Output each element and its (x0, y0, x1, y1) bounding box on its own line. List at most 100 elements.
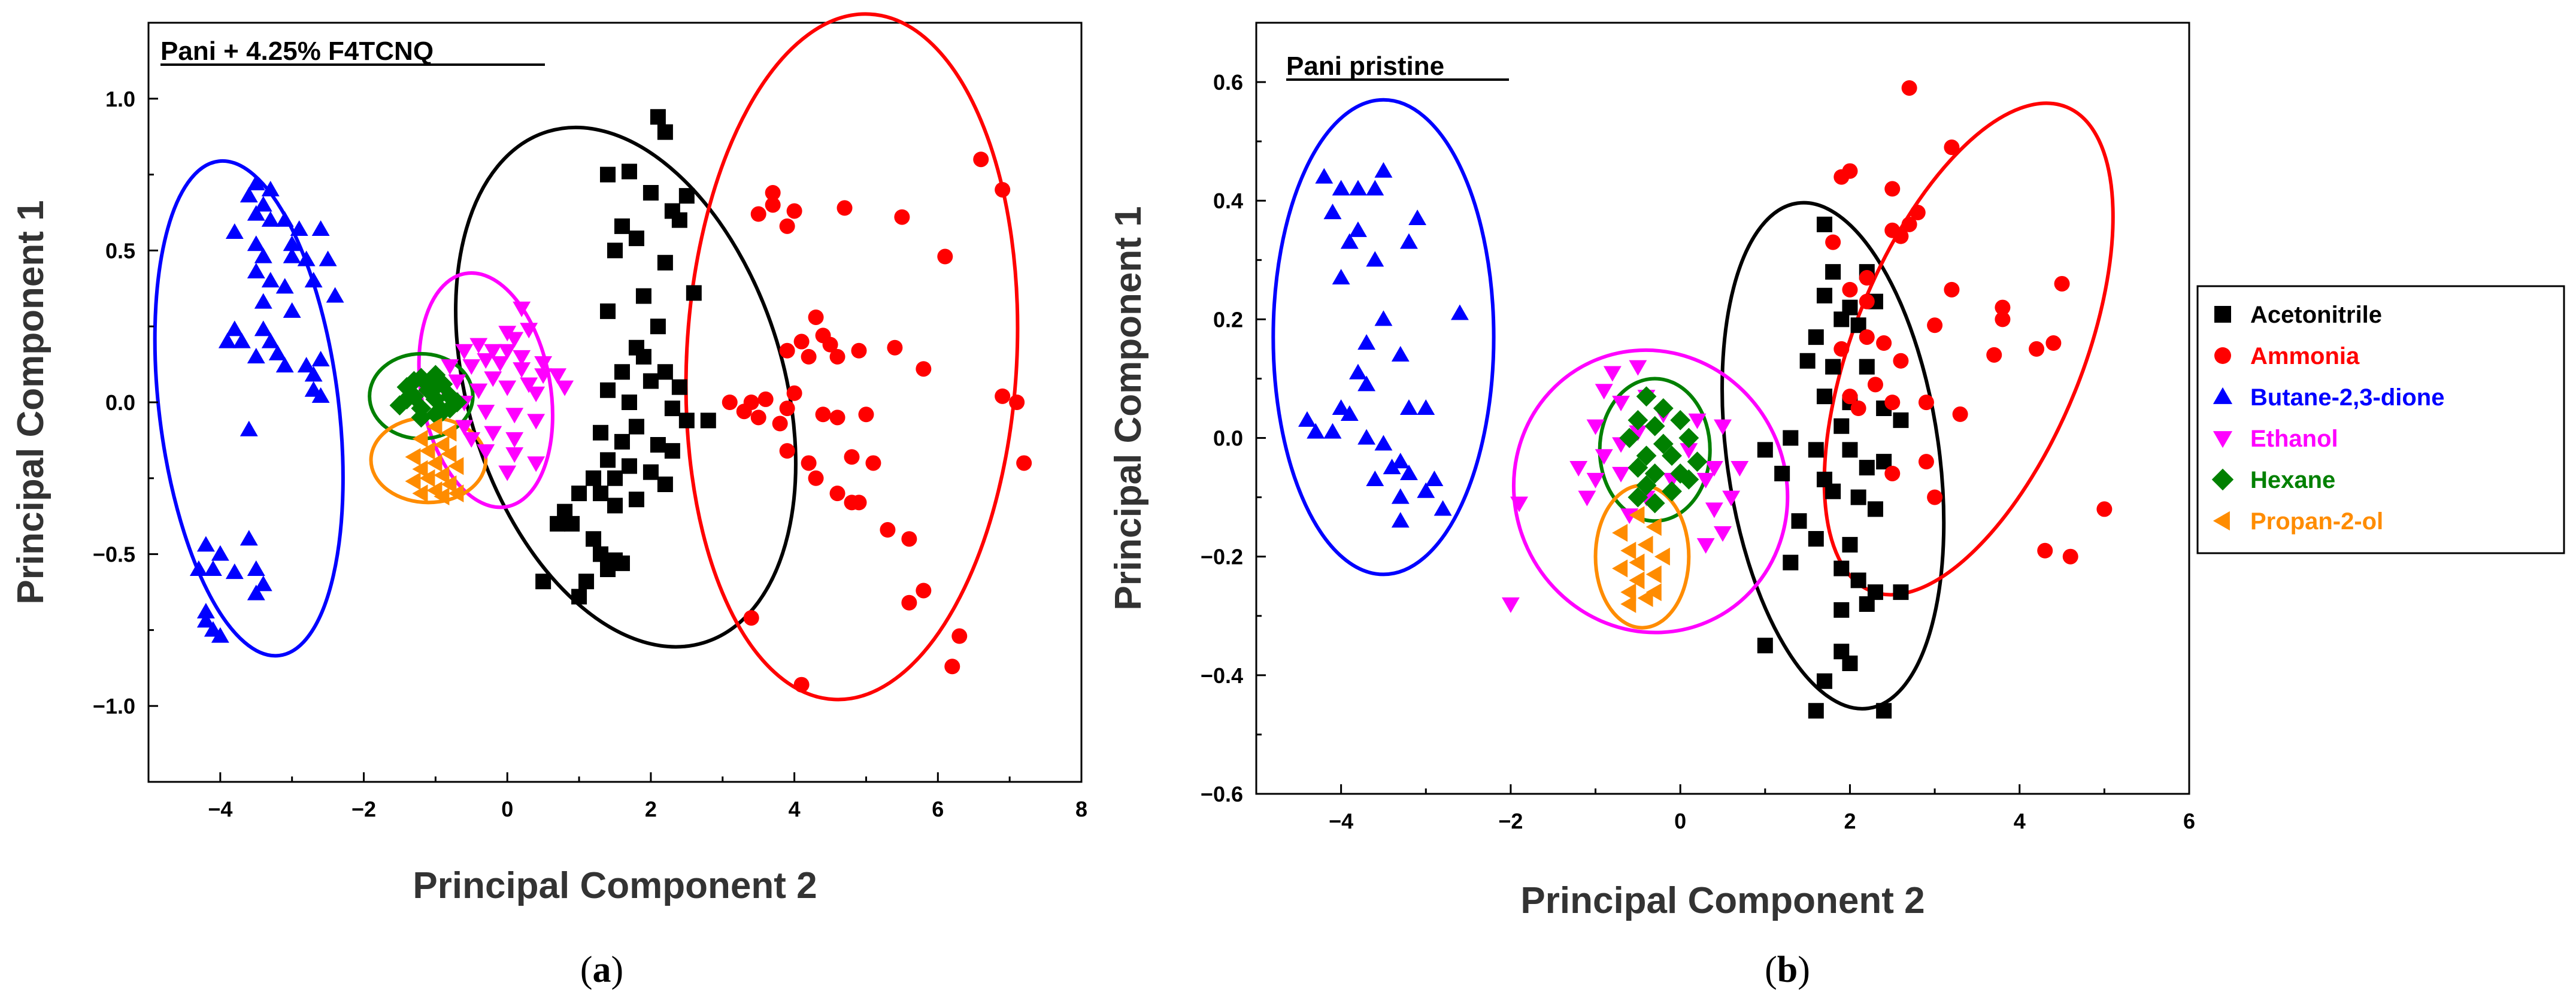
data-point-butane-2-3-dione (225, 223, 244, 239)
data-point-ethanol (1680, 443, 1698, 459)
data-point-ammonia (815, 407, 831, 423)
data-point-hexane (1636, 475, 1657, 496)
data-point-butane-2-3-dione (1425, 470, 1444, 486)
data-point-butane-2-3-dione (254, 320, 272, 336)
data-point-propan-2-ol (1612, 524, 1628, 542)
cluster-ellipse-acetonitrile (1720, 201, 1946, 711)
data-point-butane-2-3-dione (1315, 168, 1334, 184)
plot-frame-b (1255, 22, 2190, 795)
data-point-ammonia (2062, 548, 2078, 565)
data-point-acetonitrile (1825, 264, 1841, 280)
cluster-ellipse-butane-2-3-dione (1271, 98, 1496, 577)
data-point-acetonitrile (593, 424, 609, 441)
data-point-butane-2-3-dione (189, 560, 208, 577)
data-point-acetonitrile (686, 285, 702, 301)
y-tick-label: 1.0 (105, 87, 135, 111)
data-point-ammonia (1833, 341, 1850, 357)
data-point-butane-2-3-dione (1391, 453, 1410, 469)
panel-letter-a: a (593, 950, 611, 990)
data-point-ammonia (1995, 311, 2011, 327)
series-acetonitrile (535, 109, 716, 605)
data-point-butane-2-3-dione (1374, 162, 1393, 178)
data-point-acetonitrile (593, 546, 609, 562)
data-point-ammonia (722, 395, 738, 410)
data-point-acetonitrile (1876, 454, 1892, 470)
data-point-acetonitrile (1808, 703, 1824, 719)
data-point-butane-2-3-dione (240, 187, 258, 203)
data-point-ammonia (2054, 275, 2070, 292)
data-point-acetonitrile (643, 464, 659, 480)
data-point-propan-2-ol (1620, 595, 1636, 613)
data-point-acetonitrile (1774, 465, 1790, 481)
data-point-hexane (1678, 427, 1699, 448)
y-tick-label: −0.4 (1201, 663, 1243, 688)
data-point-ammonia (2037, 542, 2053, 559)
data-point-acetonitrile (1816, 287, 1832, 304)
data-point-acetonitrile (621, 163, 637, 180)
y-tick-label: 0.0 (1213, 426, 1243, 451)
data-point-ethanol (498, 344, 517, 360)
x-tick-label: 0 (501, 797, 513, 821)
data-point-acetonitrile (1842, 299, 1858, 316)
data-point-ammonia (786, 203, 802, 219)
data-point-butane-2-3-dione (297, 357, 316, 373)
data-point-hexane (1636, 386, 1657, 407)
data-points-b (1298, 80, 2113, 719)
data-point-ammonia (880, 522, 896, 538)
data-point-butane-2-3-dione (196, 603, 215, 619)
data-point-butane-2-3-dione (268, 344, 287, 360)
data-point-ethanol (1731, 461, 1749, 477)
data-point-ammonia (1009, 395, 1025, 410)
data-point-ammonia (1927, 489, 1943, 505)
data-point-butane-2-3-dione (1383, 459, 1401, 475)
x-tick-label: −4 (208, 797, 232, 821)
data-point-butane-2-3-dione (283, 235, 301, 251)
data-point-propan-2-ol (1629, 506, 1645, 524)
series-butane-2-3-dione (1298, 162, 1469, 528)
data-point-ammonia (808, 470, 824, 486)
x-tick-label: 4 (2014, 809, 2026, 833)
legend-item-acetonitrile: Acetonitrile (2214, 302, 2382, 328)
data-point-ethanol (1586, 472, 1605, 489)
data-point-ethanol (556, 380, 574, 396)
data-point-acetonitrile (650, 109, 666, 125)
data-point-butane-2-3-dione (1332, 399, 1350, 415)
data-point-ammonia (829, 409, 845, 426)
data-point-ethanol (469, 383, 488, 399)
data-point-ammonia (779, 401, 795, 417)
data-point-ethanol (1586, 419, 1605, 435)
panel-letter-b: b (1777, 950, 1798, 990)
data-point-ethanol (1722, 490, 1741, 506)
data-point-butane-2-3-dione (196, 536, 215, 552)
data-point-ethanol (527, 386, 545, 402)
cluster-ellipses-a (153, 12, 1020, 702)
data-point-propan-2-ol (434, 487, 450, 506)
data-point-acetonitrile (607, 498, 623, 514)
data-point-ammonia (1927, 317, 1943, 333)
data-point-hexane (1628, 487, 1648, 508)
data-point-propan-2-ol (1645, 518, 1662, 536)
data-point-acetonitrile (564, 515, 580, 532)
data-point-ammonia (1867, 377, 1883, 393)
legend-item-butane-2-3-dione: Butane-2,3-dione (2213, 384, 2444, 411)
data-point-ammonia (750, 409, 766, 426)
data-point-acetonitrile (1757, 638, 1773, 654)
data-point-ethanol (1510, 496, 1529, 512)
axis-ticks-b (1256, 81, 2190, 795)
data-point-ethanol (484, 426, 502, 442)
data-point-ammonia (1859, 270, 1875, 286)
data-point-ethanol (534, 356, 553, 372)
data-point-ethanol (1501, 597, 1520, 613)
data-point-ammonia (1901, 80, 1917, 96)
data-point-propan-2-ol (1654, 547, 1670, 566)
data-point-ammonia (750, 206, 766, 222)
data-point-acetonitrile (1859, 596, 1875, 612)
data-point-ethanol (498, 380, 517, 396)
data-point-butane-2-3-dione (275, 211, 294, 227)
y-tick-labels-a: 1.0 0.5 0.0 −0.5 −1.0 (93, 87, 135, 718)
data-point-butane-2-3-dione (254, 575, 272, 591)
data-point-hexane (1662, 445, 1682, 466)
data-point-acetonitrile (1816, 471, 1832, 487)
data-point-acetonitrile (571, 588, 587, 605)
